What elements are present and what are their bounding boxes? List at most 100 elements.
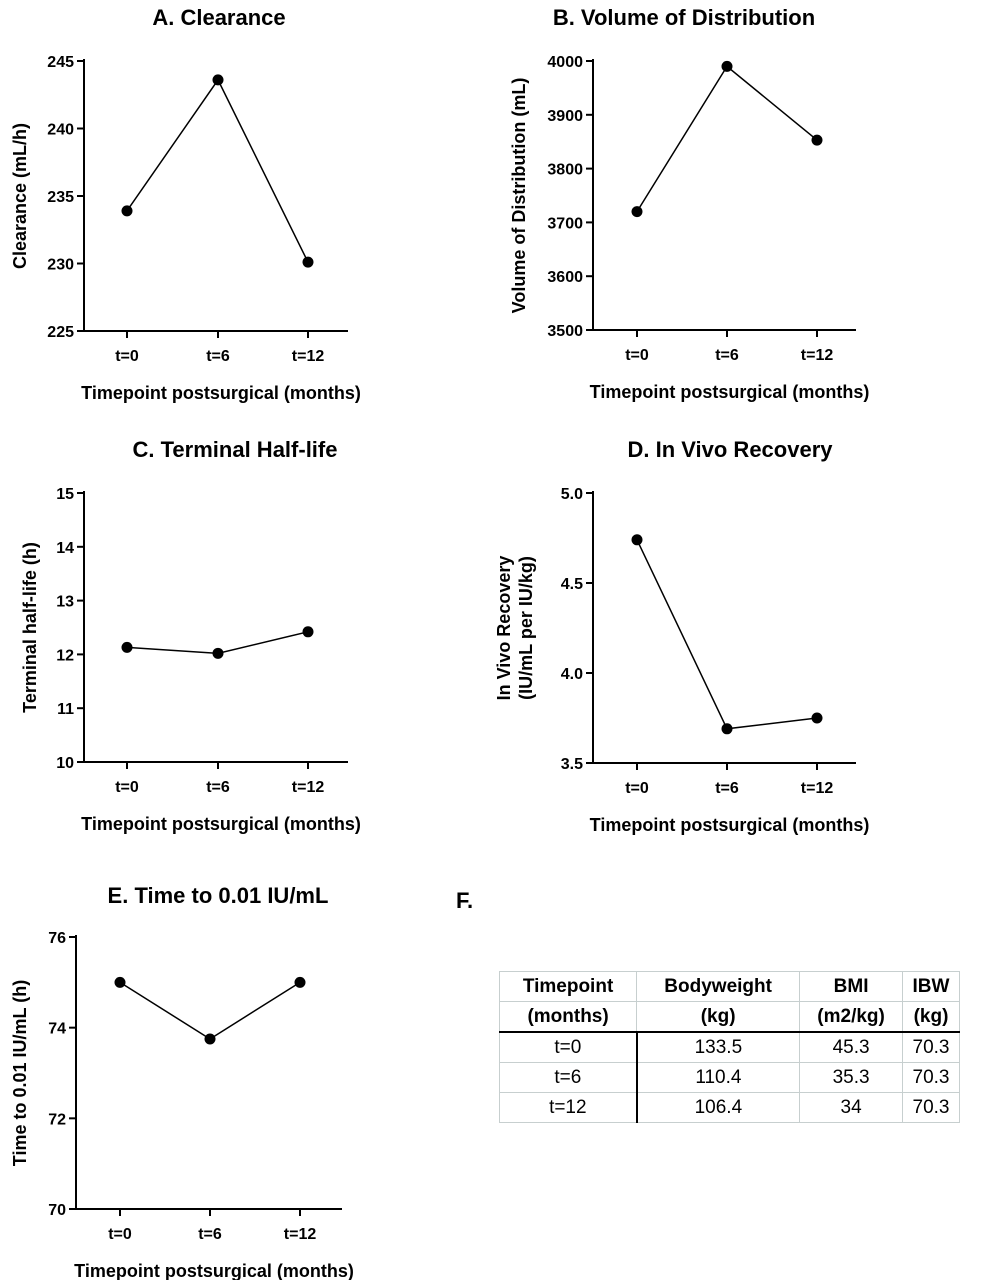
data-point: [212, 74, 224, 86]
y-tick-label: 225: [47, 324, 74, 341]
data-point: [811, 134, 823, 146]
x-tick-label: t=12: [292, 779, 325, 796]
table-cell: t=0: [498, 1031, 638, 1063]
table-cell: 110.4: [636, 1062, 801, 1093]
y-tick-label: 12: [56, 647, 74, 664]
table-cell: 70.3: [902, 1092, 960, 1123]
y-tick-label: 3500: [547, 323, 583, 340]
data-point: [631, 206, 643, 218]
x-tick-label: t=6: [198, 1226, 222, 1243]
chart-title: E. Time to 0.01 IU/mL: [108, 883, 329, 908]
data-point: [121, 205, 133, 217]
table-header-cell: (kg): [902, 1001, 960, 1033]
table-cell: 34: [799, 1092, 903, 1123]
series-line: [126, 78, 309, 263]
y-tick-label: 4.0: [561, 666, 583, 683]
x-tick-label: t=12: [801, 780, 834, 797]
data-point: [721, 723, 733, 735]
table-cell: t=12: [498, 1092, 638, 1123]
y-tick-label: 245: [47, 54, 74, 71]
x-tick-label: t=0: [625, 347, 649, 364]
table-cell: 70.3: [902, 1062, 960, 1093]
table-header-cell: IBW: [902, 971, 960, 1002]
x-tick-label: t=6: [206, 348, 230, 365]
y-tick-label: 4000: [547, 54, 583, 71]
data-point: [212, 647, 224, 659]
y-tick-label: 3700: [547, 215, 583, 232]
y-tick-label: 5.0: [561, 486, 583, 503]
data-point: [114, 976, 126, 988]
x-axis-label: Timepoint postsurgical (months): [590, 815, 870, 835]
x-tick-label: t=6: [206, 779, 230, 796]
series-line: [636, 65, 818, 213]
data-point: [294, 976, 306, 988]
panel-f-label: F.: [456, 888, 474, 913]
y-tick-label: 15: [56, 486, 74, 503]
table-header-cell: BMI: [799, 971, 903, 1002]
table-cell: 35.3: [799, 1062, 903, 1093]
y-axis-label: Terminal half-life (h): [20, 542, 40, 713]
y-tick-label: 3600: [547, 269, 583, 286]
data-point: [204, 1033, 216, 1045]
y-tick-label: 10: [56, 755, 74, 772]
table-cell: 45.3: [799, 1031, 903, 1063]
x-tick-label: t=6: [715, 780, 739, 797]
table-cell: 133.5: [636, 1031, 801, 1063]
y-tick-label: 4.5: [561, 576, 583, 593]
x-axis-label: Timepoint postsurgical (months): [81, 383, 361, 403]
chart-title: C. Terminal Half-life: [133, 437, 338, 462]
y-tick-label: 3900: [547, 108, 583, 125]
data-point: [721, 60, 733, 72]
table-header-cell: (m2/kg): [799, 1001, 903, 1033]
patient-table: Timepoint Bodyweight BMI IBW (months) (k…: [498, 971, 960, 1123]
table-header-row-2: (months) (kg) (m2/kg) (kg): [498, 1001, 960, 1033]
data-point: [631, 534, 643, 546]
table-cell: t=6: [498, 1062, 638, 1093]
y-tick-label: 74: [48, 1021, 66, 1038]
data-point: [811, 712, 823, 724]
y-axis-label: In Vivo Recovery (IU/mL per IU/kg): [494, 556, 536, 701]
data-point: [302, 626, 314, 638]
table-row: t=6 110.4 35.3 70.3: [498, 1062, 960, 1093]
x-tick-label: t=0: [108, 1226, 132, 1243]
y-tick-label: 11: [57, 701, 74, 718]
table-cell: 70.3: [902, 1031, 960, 1063]
y-tick-label: 230: [47, 257, 74, 274]
table-cell: 106.4: [636, 1092, 801, 1123]
y-tick-label: 3800: [547, 162, 583, 179]
x-axis-label: Timepoint postsurgical (months): [74, 1261, 354, 1280]
chart-title: D. In Vivo Recovery: [627, 437, 833, 462]
series-line: [636, 539, 818, 730]
table-header-cell: Bodyweight: [636, 971, 801, 1002]
x-tick-label: t=0: [115, 348, 139, 365]
table-header-cell: (kg): [636, 1001, 801, 1033]
series-line: [119, 981, 301, 1040]
table-header-row-1: Timepoint Bodyweight BMI IBW: [498, 971, 960, 1002]
data-point: [121, 641, 133, 653]
x-tick-label: t=12: [292, 348, 325, 365]
table-row: t=12 106.4 34 70.3: [498, 1092, 960, 1123]
x-axis-label: Timepoint postsurgical (months): [81, 814, 361, 834]
y-tick-label: 13: [56, 594, 74, 611]
y-tick-label: 3.5: [561, 756, 583, 773]
x-axis-label: Timepoint postsurgical (months): [590, 382, 870, 402]
x-tick-label: t=12: [284, 1226, 317, 1243]
y-tick-label: 235: [47, 189, 74, 206]
table-row: t=0 133.5 45.3 70.3: [498, 1031, 960, 1063]
y-tick-label: 14: [56, 540, 74, 557]
y-tick-label: 76: [48, 930, 66, 947]
chart-title: A. Clearance: [152, 5, 285, 30]
x-tick-label: t=0: [625, 780, 649, 797]
y-axis-label-line: In Vivo Recovery: [494, 556, 514, 701]
y-axis-label-line: (IU/mL per IU/kg): [516, 556, 536, 700]
y-tick-label: 72: [48, 1111, 66, 1128]
table-header-cell: (months): [498, 1001, 638, 1033]
y-axis-label: Clearance (mL/h): [10, 123, 30, 269]
y-tick-label: 70: [48, 1202, 66, 1219]
x-tick-label: t=0: [115, 779, 139, 796]
data-point: [302, 256, 314, 268]
chart-title: B. Volume of Distribution: [553, 5, 815, 30]
y-tick-label: 240: [47, 122, 74, 139]
y-axis-label: Volume of Distribution (mL): [509, 78, 529, 314]
